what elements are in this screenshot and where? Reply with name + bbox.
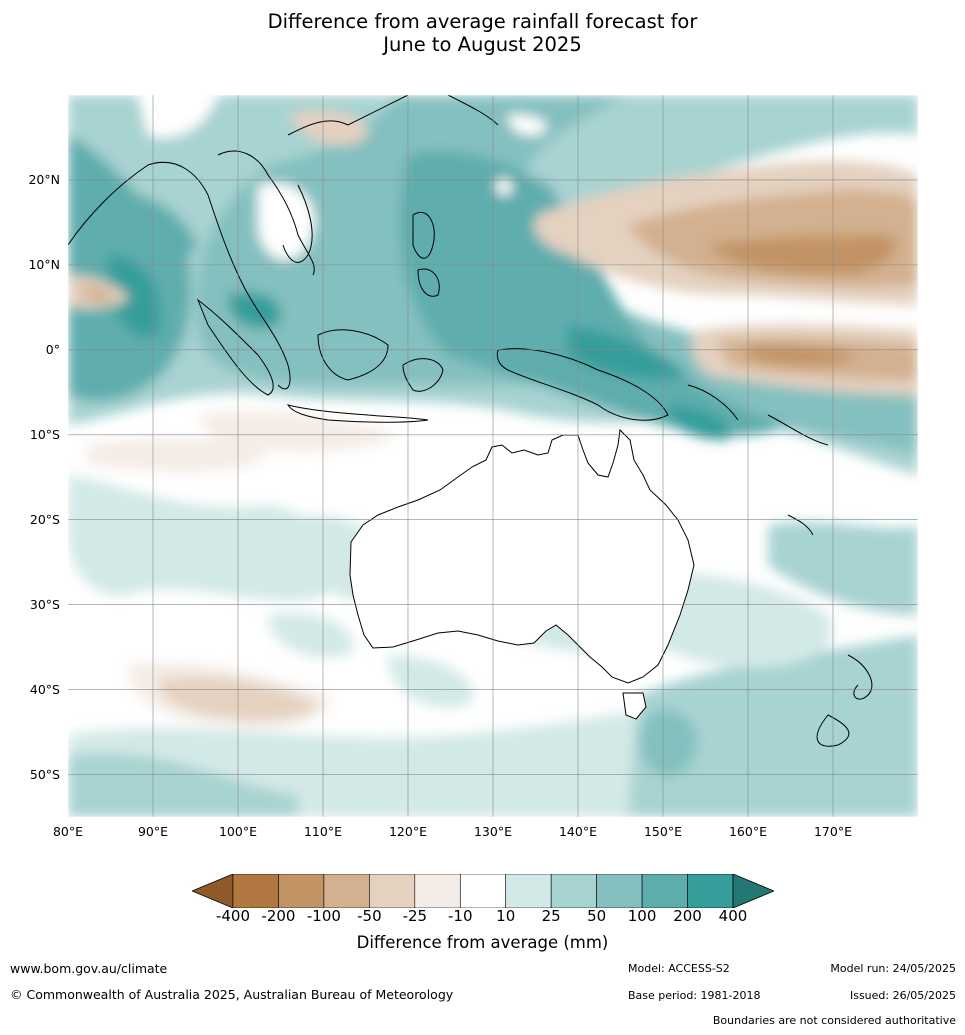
map-title: Difference from average rainfall forecas… (0, 10, 965, 56)
longitude-label: 100°E (218, 824, 257, 839)
longitude-label: 90°E (137, 824, 169, 839)
colorbar-tick-label: -400 (215, 907, 251, 925)
longitude-label: 120°E (388, 824, 427, 839)
latitude-label: 40°S (29, 681, 60, 697)
map-canvas (67, 94, 919, 818)
longitude-label: 170°E (813, 824, 852, 839)
disclaimer-text: Boundaries are not considered authoritat… (712, 1014, 956, 1027)
longitude-label: 130°E (473, 824, 512, 839)
latitude-label: 10°S (29, 426, 60, 442)
issued-text: Issued: 26/05/2025 (849, 989, 956, 1002)
colorbar-tick-label: -100 (306, 907, 341, 925)
colorbar-tick-label: -200 (261, 907, 296, 925)
colorbar-high-extend (732, 874, 774, 908)
base-period-text: Base period: 1981-2018 (628, 989, 761, 1002)
model-text: Model: ACCESS-S2 (628, 962, 730, 975)
latitude-label: 20°S (29, 511, 60, 527)
colorbar-box (505, 874, 552, 908)
colorbar-tick-label: 50 (587, 907, 607, 925)
latitude-label: 10°N (28, 256, 60, 272)
website-link[interactable]: www.bom.gov.au/climate (10, 961, 168, 976)
longitude-label: 160°E (728, 824, 767, 839)
latitude-label: 50°S (29, 766, 60, 782)
colorbar-tick-label: -10 (448, 907, 473, 925)
colorbar-tick-label: 100 (627, 907, 657, 925)
longitude-label: 110°E (303, 824, 342, 839)
colorbar-box (596, 874, 643, 908)
longitude-label: 150°E (643, 824, 682, 839)
copyright-text: © Commonwealth of Australia 2025, Austra… (10, 987, 454, 1002)
tasmania (622, 692, 647, 720)
colorbar-tick-label: -50 (357, 907, 382, 925)
latitude-label: 0° (45, 341, 60, 357)
colorbar (192, 874, 774, 908)
colorbar-box (687, 874, 734, 908)
australia-landmass (349, 428, 695, 684)
colorbar-tick-label: -25 (402, 907, 428, 925)
colorbar-box (641, 874, 688, 908)
rainfall-map (67, 94, 919, 818)
colorbar-tick-label: 200 (673, 907, 702, 925)
colorbar-tick-label: 25 (541, 907, 561, 925)
model-run-text: Model run: 24/05/2025 (830, 962, 956, 975)
colorbar-box (232, 874, 279, 908)
colorbar-low-extend (192, 874, 234, 908)
latitude-label: 30°S (29, 596, 60, 612)
colorbar-box (414, 874, 461, 908)
colorbar-box (459, 874, 507, 908)
colorbar-box (323, 874, 370, 908)
gridlines (68, 95, 918, 817)
colorbar-tick-label: 400 (718, 907, 748, 925)
title-line-2: June to August 2025 (383, 33, 582, 56)
colorbar-tick-label: 10 (496, 907, 516, 925)
colorbar-box (369, 874, 416, 908)
longitude-label: 80°E (52, 824, 84, 839)
colorbar-label: Difference from average (mm) (356, 933, 609, 952)
latitude-label: 20°N (28, 171, 60, 187)
colorbar-box (278, 874, 325, 908)
colorbar-box (550, 874, 597, 908)
longitude-label: 140°E (558, 824, 597, 839)
title-line-1: Difference from average rainfall forecas… (267, 10, 698, 33)
